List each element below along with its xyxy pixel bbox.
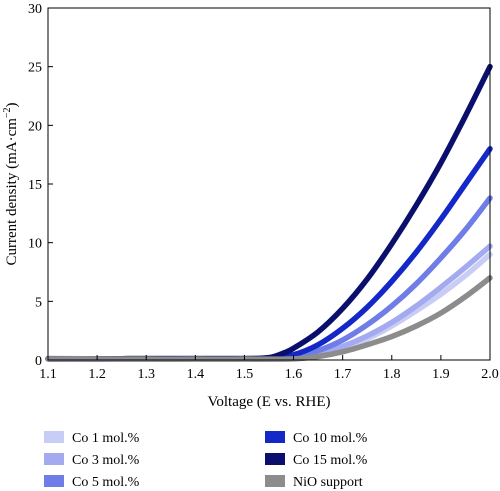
y-tick-label-25: 25: [28, 61, 42, 76]
x-tick-label-1.4: 1.4: [187, 367, 205, 382]
y-axis: 0 5 10 15 20 25 30: [28, 2, 53, 369]
plot-lines: [45, 63, 493, 362]
x-tick-label-1.7: 1.7: [334, 367, 352, 382]
y-axis-label-close: ): [4, 102, 20, 107]
x-tick-label-2.0: 2.0: [481, 367, 499, 382]
x-tick-label-1.6: 1.6: [285, 367, 303, 382]
y-axis-label-main: Current density (mA·cm: [4, 118, 20, 266]
y-axis-label-sup: −2: [2, 107, 13, 118]
legend-label-nio-support: NiO support: [293, 475, 363, 490]
x-axis-label: Voltage (E vs. RHE): [207, 394, 330, 410]
legend-swatch-co-15-mol: [265, 453, 285, 465]
legend-label-co-15-mol: Co 15 mol.%: [293, 453, 368, 468]
y-tick-label-10: 10: [28, 237, 42, 252]
y-tick-label-20: 20: [28, 119, 42, 134]
x-axis: 1.1 1.2 1.3 1.4 1.5 1.6 1.7 1.8 1.9 2.0: [39, 355, 499, 382]
y-tick-label-30: 30: [28, 2, 42, 17]
series-line-co-10-mol: [45, 146, 493, 362]
series-line-co-5-mol: [45, 195, 493, 362]
x-tick-label-1.8: 1.8: [383, 367, 401, 382]
legend-label-co-5-mol: Co 5 mol.%: [72, 475, 140, 490]
x-tick-label-1.5: 1.5: [236, 367, 254, 382]
legend-label-co-10-mol: Co 10 mol.%: [293, 431, 368, 446]
legend-swatch-co-1-mol: [44, 431, 64, 443]
series-line-co-1-mol: [45, 251, 493, 362]
legend-label-co-1-mol: Co 1 mol.%: [72, 431, 140, 446]
x-tick-label-1.9: 1.9: [432, 367, 450, 382]
series-line-co-15-mol: [45, 63, 493, 362]
y-tick-label-15: 15: [28, 178, 42, 193]
legend-label-co-3-mol: Co 3 mol.%: [72, 453, 140, 468]
legend-swatch-nio-support: [265, 475, 285, 487]
y-tick-label-5: 5: [35, 295, 42, 310]
x-tick-label-1.1: 1.1: [39, 367, 57, 382]
legend: Co 1 mol.% Co 3 mol.% Co 5 mol.% Co 10 mol.…: [44, 431, 368, 490]
x-tick-label-1.2: 1.2: [88, 367, 106, 382]
y-tick-label-0: 0: [35, 354, 42, 369]
series-line-nio-support: [45, 275, 493, 362]
x-tick-label-1.3: 1.3: [137, 367, 155, 382]
legend-swatch-co-10-mol: [265, 431, 285, 443]
series-line-co-3-mol: [45, 243, 493, 362]
legend-swatch-co-3-mol: [44, 453, 64, 465]
legend-swatch-co-5-mol: [44, 475, 64, 487]
y-axis-label: Current density (mA·cm−2): [2, 102, 20, 265]
